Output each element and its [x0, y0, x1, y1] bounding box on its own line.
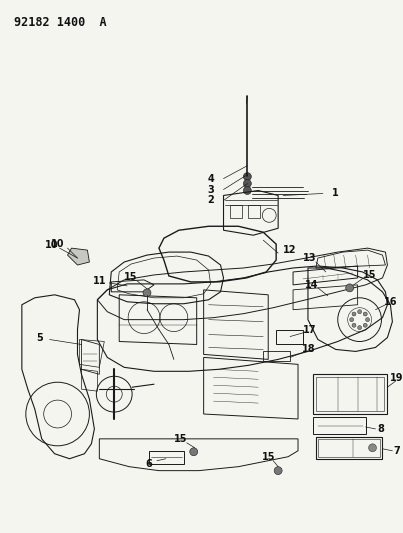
Text: 6: 6: [145, 459, 152, 469]
Text: 13: 13: [303, 253, 317, 263]
Text: 10: 10: [51, 239, 64, 249]
Circle shape: [274, 467, 282, 474]
Text: 4: 4: [207, 174, 214, 183]
Text: 5: 5: [36, 333, 43, 343]
Text: 10: 10: [45, 240, 58, 250]
Text: 19: 19: [390, 373, 403, 383]
Text: 15: 15: [363, 270, 376, 280]
Text: 92182 1400  A: 92182 1400 A: [14, 15, 106, 29]
Circle shape: [357, 326, 361, 329]
Text: 12: 12: [283, 245, 297, 255]
Text: 2: 2: [207, 196, 214, 205]
Text: 7: 7: [393, 446, 400, 456]
Circle shape: [352, 312, 356, 316]
Text: 15: 15: [174, 434, 187, 444]
Text: 14: 14: [305, 280, 319, 290]
Text: 15: 15: [262, 452, 275, 462]
Text: 8: 8: [377, 424, 384, 434]
Circle shape: [363, 324, 367, 327]
Circle shape: [357, 310, 361, 314]
Circle shape: [143, 289, 151, 297]
Circle shape: [369, 444, 376, 452]
Circle shape: [346, 284, 354, 292]
Circle shape: [363, 312, 367, 316]
Circle shape: [243, 173, 251, 181]
Text: 17: 17: [303, 325, 317, 335]
Text: 11: 11: [93, 276, 106, 286]
Text: 3: 3: [207, 184, 214, 195]
Polygon shape: [68, 248, 89, 265]
Circle shape: [243, 187, 251, 195]
Circle shape: [350, 318, 354, 321]
Circle shape: [190, 448, 198, 456]
Circle shape: [352, 324, 356, 327]
Text: 16: 16: [384, 297, 397, 307]
Text: 15: 15: [125, 272, 138, 282]
Text: 18: 18: [302, 344, 316, 354]
Text: 1: 1: [332, 189, 339, 198]
Circle shape: [243, 180, 251, 188]
Circle shape: [366, 318, 370, 321]
